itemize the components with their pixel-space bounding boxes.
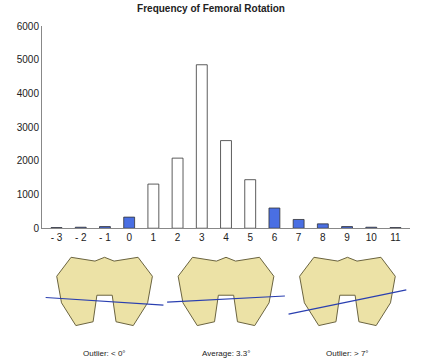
svg-text:- 2: - 2 (75, 232, 87, 243)
svg-text:11: 11 (390, 232, 401, 243)
svg-text:8: 8 (320, 232, 326, 243)
svg-text:3: 3 (199, 232, 205, 243)
svg-text:- 3: - 3 (51, 232, 63, 243)
svg-text:Average: 3.3°: Average: 3.3° (202, 349, 250, 358)
svg-text:2: 2 (175, 232, 181, 243)
svg-text:Frequency of Femoral Rotation: Frequency of Femoral Rotation (137, 3, 285, 14)
svg-text:7: 7 (296, 232, 302, 243)
svg-text:- 1: - 1 (99, 232, 111, 243)
svg-text:6: 6 (272, 232, 278, 243)
svg-text:1000: 1000 (17, 189, 40, 200)
svg-text:2000: 2000 (17, 155, 40, 166)
svg-text:3000: 3000 (17, 122, 40, 133)
svg-text:Outlier: < 0°: Outlier: < 0° (83, 349, 126, 358)
svg-text:4000: 4000 (17, 88, 40, 99)
svg-text:4: 4 (223, 232, 229, 243)
svg-text:9: 9 (344, 232, 350, 243)
svg-text:0: 0 (126, 232, 132, 243)
svg-text:Outlier: > 7°: Outlier: > 7° (326, 349, 369, 358)
svg-text:5000: 5000 (17, 54, 40, 65)
svg-text:1: 1 (151, 232, 157, 243)
svg-text:5: 5 (247, 232, 253, 243)
svg-text:10: 10 (366, 232, 378, 243)
svg-text:6000: 6000 (17, 21, 40, 32)
svg-text:0: 0 (33, 223, 39, 234)
